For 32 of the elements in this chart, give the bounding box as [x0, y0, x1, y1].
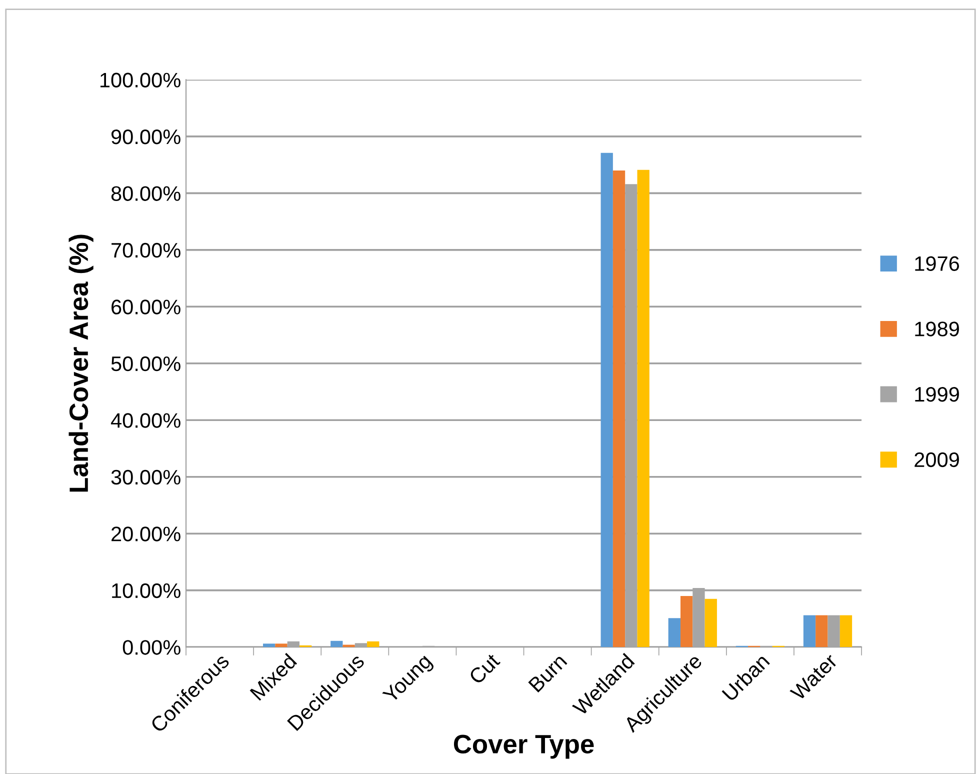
y-tick-label: 100.00% — [100, 72, 180, 88]
y-tick-label: 90.00% — [111, 129, 180, 144]
y-tick-label: 20.00% — [112, 526, 180, 542]
y-tick-label: 10.00% — [112, 583, 180, 598]
legend-label: 1989 — [915, 322, 959, 336]
bar — [840, 615, 852, 648]
bar — [263, 644, 276, 648]
y-tick-label: 70.00% — [112, 242, 180, 258]
bar — [816, 615, 828, 648]
legend-label: 1976 — [915, 256, 960, 271]
legend-label: 2009 — [914, 452, 959, 468]
bar — [342, 644, 355, 648]
y-axis-title: Land-Cover Area (%) — [68, 234, 94, 492]
y-tick-label: 0.00% — [122, 640, 180, 655]
bar — [612, 170, 626, 648]
bar — [668, 618, 680, 648]
y-tick-label: 80.00% — [111, 186, 180, 201]
y-tick-label: 60.00% — [112, 300, 180, 314]
bar — [600, 152, 613, 648]
legend-label: 1999 — [915, 386, 959, 402]
y-tick-label: 40.00% — [110, 413, 180, 428]
bar — [275, 644, 288, 648]
bar — [637, 170, 650, 648]
bar — [367, 641, 380, 648]
x-axis-title: Cover Type — [454, 734, 594, 759]
bar — [680, 596, 693, 648]
bar — [704, 598, 717, 648]
y-tick-label: 30.00% — [111, 470, 180, 485]
bar — [803, 615, 816, 648]
bar — [330, 640, 343, 648]
x-tick-label: Cut — [468, 652, 501, 685]
y-tick-label: 50.00% — [111, 356, 180, 372]
